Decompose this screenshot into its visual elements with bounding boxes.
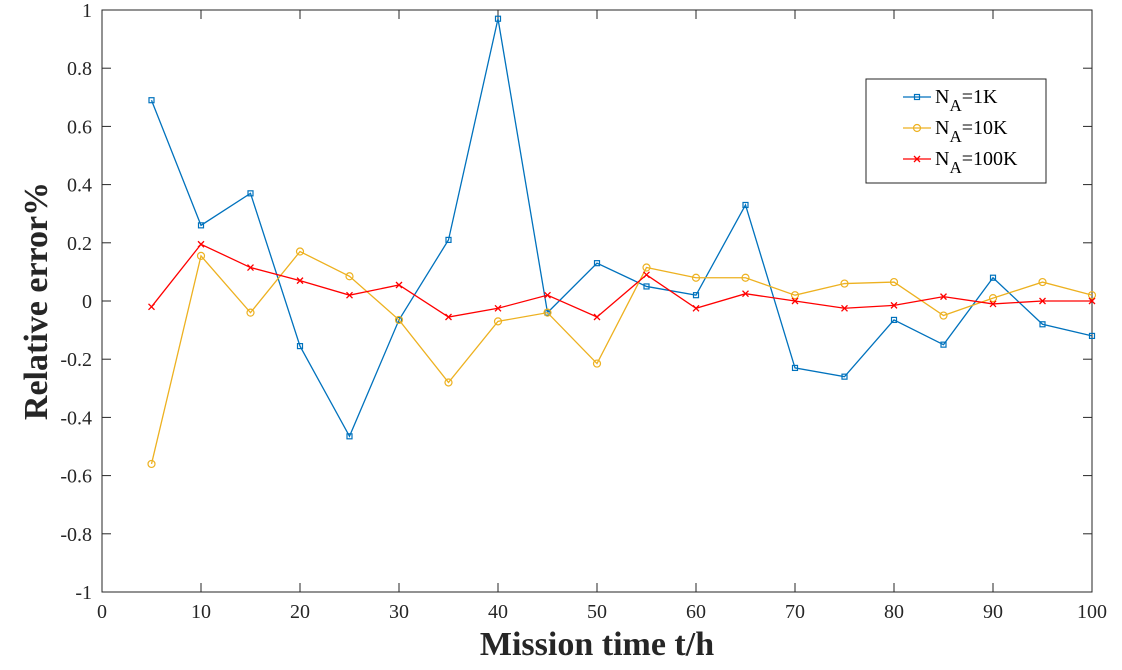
data-point (889, 277, 899, 287)
data-point (197, 240, 205, 248)
legend-marker (912, 123, 922, 133)
x-tick-label: 90 (983, 601, 1003, 623)
x-tick-label: 50 (587, 601, 607, 623)
data-point (1088, 332, 1096, 340)
x-tick-label: 10 (191, 601, 211, 623)
legend-label: NA=100K (935, 148, 1018, 177)
data-point (296, 343, 304, 350)
data-point (841, 373, 848, 380)
x-tick-label: 70 (785, 601, 805, 623)
data-point (1087, 291, 1097, 300)
y-tick-label: -0.2 (60, 349, 92, 371)
x-tick-label: 0 (97, 601, 107, 623)
data-point (196, 251, 206, 260)
data-point (989, 274, 997, 281)
data-point (643, 271, 650, 279)
data-point (246, 308, 255, 317)
data-point (494, 304, 502, 312)
y-tick-label: -1 (75, 582, 92, 604)
data-point (544, 291, 551, 299)
series-2 (148, 240, 1096, 321)
legend-marker (913, 93, 921, 101)
data-point (988, 293, 998, 303)
series-line (150, 250, 1093, 465)
x-tick-label: 80 (884, 601, 904, 623)
data-point (345, 272, 354, 281)
y-tick-label: 0.2 (67, 233, 92, 255)
data-point (394, 315, 404, 325)
data-point (592, 359, 602, 368)
y-tick-label: 0.8 (67, 58, 92, 80)
data-point (295, 247, 305, 256)
x-tick-label: 20 (290, 601, 310, 623)
data-point (296, 277, 304, 285)
data-point (791, 297, 799, 305)
data-point (395, 316, 403, 324)
data-point (940, 293, 947, 301)
data-point (247, 264, 254, 271)
data-point (791, 364, 799, 372)
legend-box (865, 78, 1047, 184)
y-tick-label: 0.4 (67, 175, 92, 197)
data-point (247, 190, 254, 197)
data-point (742, 290, 749, 298)
data-point (691, 273, 701, 282)
x-tick-label: 40 (488, 601, 508, 623)
y-tick-label: -0.6 (60, 466, 92, 488)
y-tick-label: 0.6 (67, 116, 92, 138)
y-axis-label: Relative error% (18, 182, 55, 420)
legend-label: NA=10K (935, 117, 1008, 146)
series-line (150, 243, 1092, 318)
data-point (692, 304, 700, 312)
x-axis-label: Mission time t/h (480, 626, 714, 663)
series-1 (147, 247, 1097, 469)
data-point (989, 300, 997, 308)
data-point (741, 273, 750, 282)
data-point (1039, 297, 1046, 305)
data-point (1088, 297, 1096, 305)
y-tick-label: 1 (82, 0, 92, 22)
data-point (939, 311, 948, 320)
y-tick-label: 0 (82, 291, 92, 313)
data-point (790, 291, 800, 300)
data-point (593, 260, 601, 267)
data-point (543, 308, 552, 317)
x-tick-label: 100 (1077, 601, 1107, 623)
data-point (1038, 277, 1047, 287)
series-line (150, 18, 1093, 438)
legend-label: NA=1K (935, 86, 998, 115)
data-point (493, 317, 503, 326)
data-point (445, 313, 452, 321)
data-point (444, 378, 453, 387)
data-point (841, 304, 848, 312)
x-tick-label: 60 (686, 601, 706, 623)
data-point (940, 341, 947, 348)
legend-marker (913, 155, 921, 163)
data-point (890, 301, 898, 309)
data-point (494, 15, 502, 22)
data-point (346, 433, 353, 440)
y-tick-label: -0.8 (60, 524, 92, 546)
data-point (742, 201, 749, 209)
data-point (593, 313, 601, 321)
x-tick-label: 30 (389, 601, 409, 623)
data-point (642, 263, 651, 272)
data-point (395, 281, 403, 289)
y-tick-label: -0.4 (60, 407, 92, 429)
data-point (147, 459, 156, 469)
data-point (445, 236, 452, 243)
data-point (692, 292, 700, 299)
data-point (1039, 321, 1046, 328)
data-point (890, 316, 898, 324)
data-point (197, 222, 205, 229)
data-point (148, 303, 155, 311)
data-point (840, 279, 849, 288)
data-point (346, 291, 353, 299)
data-point (643, 283, 650, 290)
data-point (148, 97, 155, 104)
